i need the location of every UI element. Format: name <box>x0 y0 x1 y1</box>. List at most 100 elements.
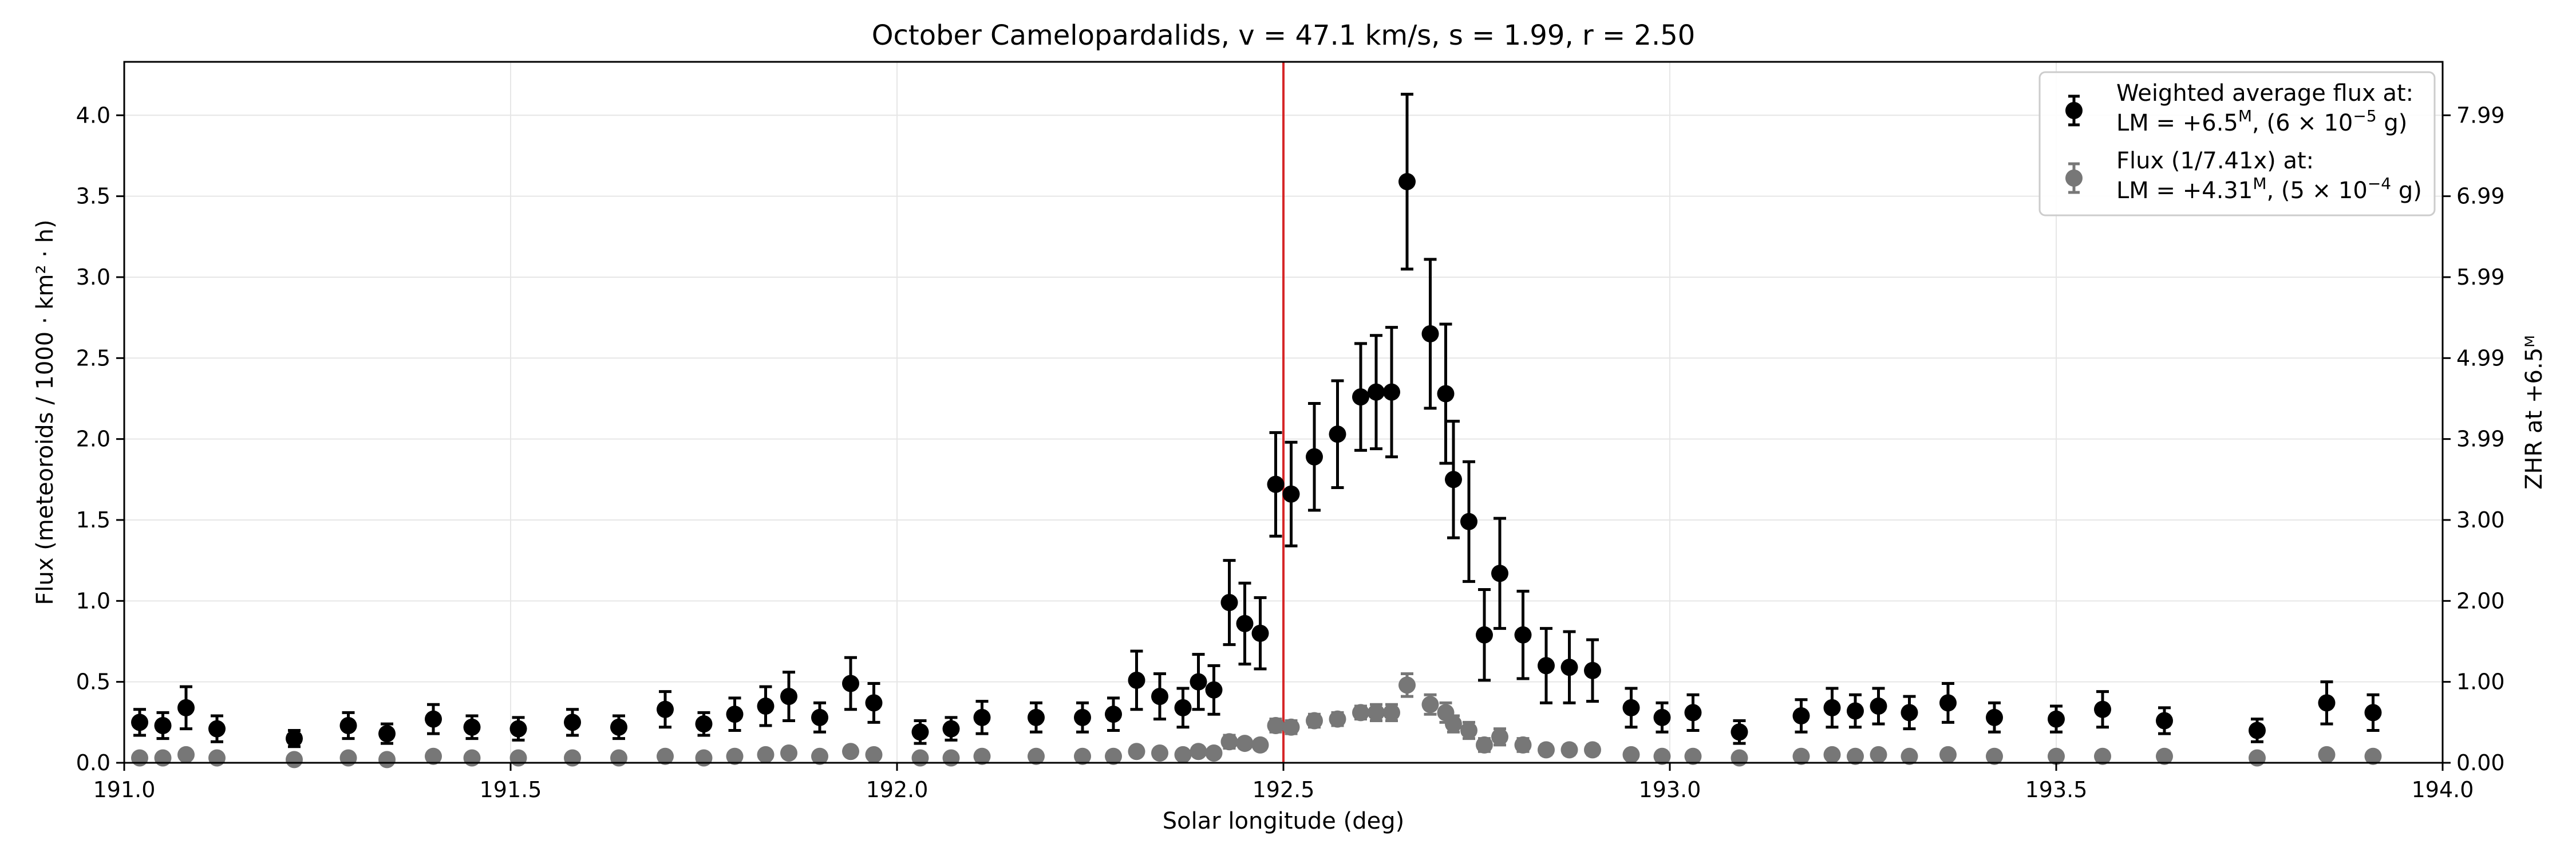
data-point <box>131 714 148 731</box>
data-point <box>1251 624 1269 642</box>
x-tick-label: 194.0 <box>2412 777 2474 802</box>
data-point <box>1220 594 1238 612</box>
data-point <box>2249 749 2266 767</box>
data-point <box>1847 747 1864 765</box>
data-point <box>1653 747 1671 765</box>
y-tick-label: 1.0 <box>76 588 110 613</box>
data-point <box>1205 744 1223 762</box>
data-point <box>1368 704 1385 722</box>
data-point <box>1823 699 1841 716</box>
data-point <box>1306 712 1323 730</box>
data-point <box>1684 747 1702 765</box>
data-point <box>610 718 627 736</box>
data-point <box>1028 747 1045 765</box>
data-point <box>942 720 960 738</box>
data-point <box>2364 704 2382 722</box>
data-point <box>1398 676 1416 694</box>
data-point <box>1460 513 1477 530</box>
y-tick-label: 3.0 <box>76 265 110 290</box>
data-point <box>509 749 527 767</box>
data-point <box>1476 736 1493 754</box>
data-point <box>942 749 960 767</box>
data-point <box>1352 388 1369 406</box>
data-point <box>1538 741 1555 759</box>
y-tick-label: 3.5 <box>76 184 110 209</box>
data-point <box>1584 741 1601 759</box>
data-point <box>1870 746 1887 763</box>
data-point <box>1445 715 1462 733</box>
data-point <box>425 747 442 765</box>
data-point <box>1514 736 1532 754</box>
data-point <box>1383 704 1400 722</box>
data-point <box>1105 706 1122 723</box>
data-point <box>131 749 148 767</box>
data-point <box>1684 704 1702 722</box>
data-point <box>425 710 442 728</box>
data-point <box>865 746 883 763</box>
data-point <box>564 749 581 767</box>
y2-tick-label: 3.00 <box>2456 507 2505 533</box>
data-point <box>2048 710 2065 728</box>
series-weighted-flux <box>131 93 2382 748</box>
data-point <box>657 700 674 718</box>
data-point <box>1151 744 1168 762</box>
y2-tick-label: 6.99 <box>2456 184 2505 209</box>
legend: Weighted average flux at: LM = +6.5M, (6… <box>2038 71 2436 216</box>
data-point <box>286 730 303 747</box>
data-point <box>208 749 226 767</box>
data-point <box>1939 694 1957 712</box>
y2-tick-label: 7.99 <box>2456 103 2505 128</box>
data-point <box>1823 746 1841 763</box>
x-tick-label: 192.5 <box>1253 777 1315 802</box>
y2-axis-label: ZHR at +6.5ᴹ <box>2521 335 2547 490</box>
data-point <box>154 749 172 767</box>
data-point <box>463 718 481 736</box>
data-point <box>2094 747 2111 765</box>
data-point <box>1028 708 1045 726</box>
data-point <box>1151 688 1168 706</box>
data-point <box>1622 699 1640 716</box>
legend-box <box>2038 71 2436 216</box>
data-point <box>1398 173 1416 191</box>
y2-axis-ticks: 0.00 1.00 2.00 3.00 3.99 4.99 5.99 6.99 7.99 <box>2443 103 2505 775</box>
data-point <box>780 688 797 706</box>
data-point <box>2156 712 2173 730</box>
data-point <box>1251 736 1269 754</box>
y2-tick-label: 2.00 <box>2456 588 2505 613</box>
y-tick-label: 0.5 <box>76 669 110 695</box>
y-tick-label: 2.5 <box>76 345 110 371</box>
data-point <box>757 746 775 763</box>
y-tick-label: 2.0 <box>76 427 110 452</box>
data-point <box>154 716 172 734</box>
data-point <box>1514 626 1532 644</box>
data-point <box>509 720 527 738</box>
data-point <box>726 747 744 765</box>
data-point <box>2094 700 2111 718</box>
data-point <box>1383 383 1400 401</box>
data-point <box>973 708 991 726</box>
x-tick-label: 192.0 <box>866 777 929 802</box>
x-tick-label: 191.5 <box>480 777 542 802</box>
y-tick-label: 4.0 <box>76 103 110 128</box>
data-point <box>695 715 713 733</box>
data-point <box>973 747 991 765</box>
data-point <box>1901 747 1918 765</box>
data-point <box>1306 448 1323 466</box>
y2-tick-label: 5.99 <box>2456 265 2505 290</box>
y2-tick-label: 3.99 <box>2456 427 2505 452</box>
x-axis-label: Solar longitude (deg) <box>1163 808 1404 834</box>
data-point <box>1190 673 1207 691</box>
legend-marker-dot <box>2065 102 2083 119</box>
data-point <box>1730 723 1748 741</box>
data-point <box>1584 661 1601 679</box>
legend-label-line2: LM = +6.5M, (6 × 10−5 g) <box>2116 107 2407 136</box>
data-point <box>378 725 396 743</box>
data-point <box>1491 728 1508 746</box>
data-point <box>811 708 828 726</box>
data-point <box>911 749 929 767</box>
data-point <box>657 747 674 765</box>
chart-title: October Camelopardalids, v = 47.1 km/s, … <box>872 19 1696 52</box>
data-point <box>1792 707 1810 725</box>
data-point <box>177 746 195 763</box>
